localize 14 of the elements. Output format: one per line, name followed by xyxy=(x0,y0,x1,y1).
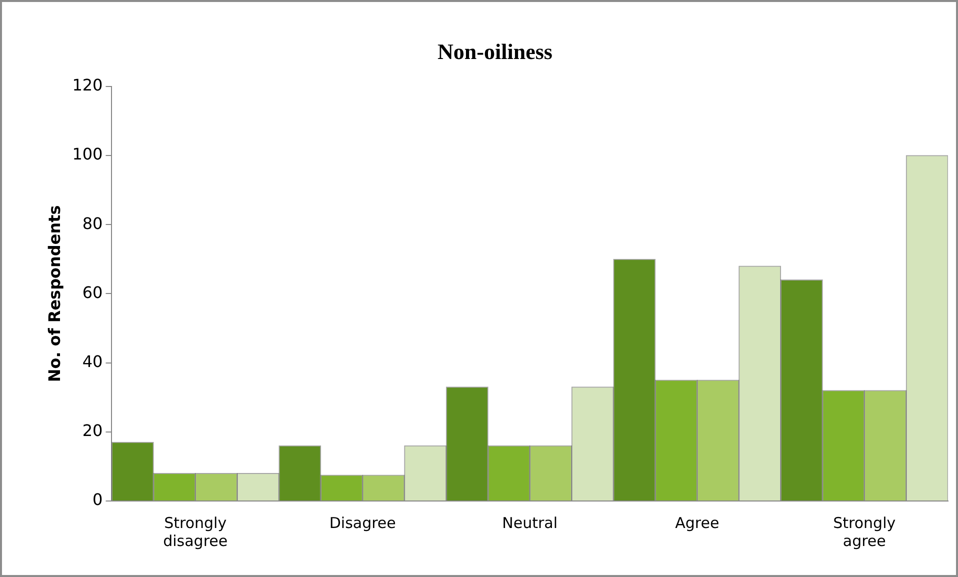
x-tick-label: Agree xyxy=(675,514,720,532)
chart-title: Non-oiliness xyxy=(438,38,553,64)
y-tick-label: 0 xyxy=(92,490,103,510)
y-tick-label: 60 xyxy=(82,282,103,302)
x-tick-label: Strongly disagree xyxy=(163,514,228,550)
x-tick-label: Disagree xyxy=(329,514,396,532)
y-tick-label: 40 xyxy=(82,352,103,371)
y-tick-label: 20 xyxy=(82,421,103,440)
y-tick-label: 80 xyxy=(82,214,103,233)
y-tick-label: 120 xyxy=(72,76,103,95)
y-axis-title: No. of Respondents xyxy=(44,205,64,382)
x-tick-label: Neutral xyxy=(502,514,558,532)
y-tick-label: 100 xyxy=(72,144,103,164)
x-tick-label: Strongly agree xyxy=(833,514,896,550)
